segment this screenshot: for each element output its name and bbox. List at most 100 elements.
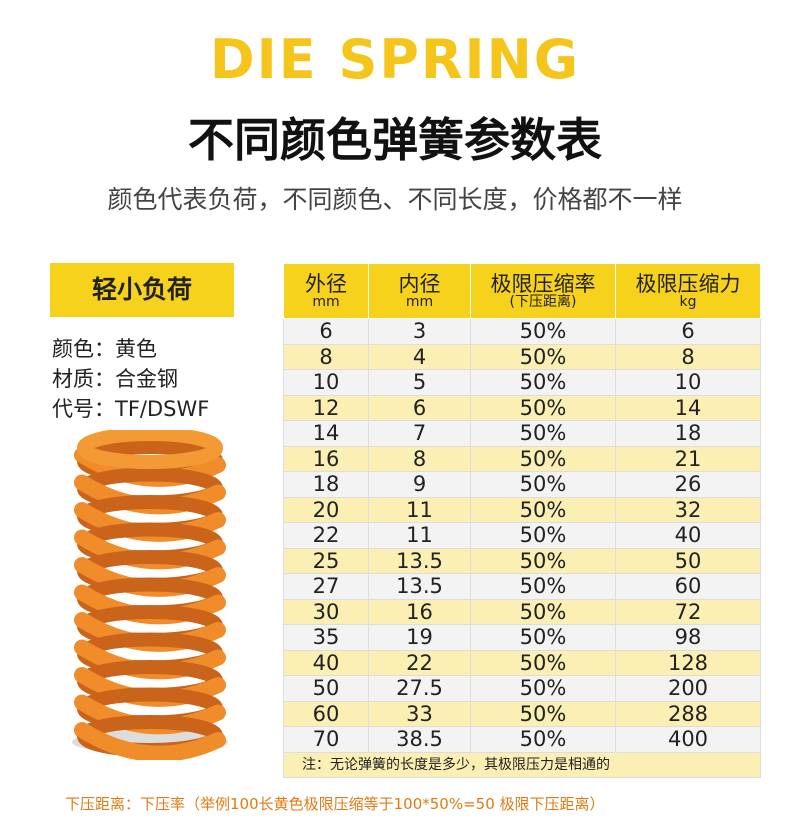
table-cell: 4 (368, 343, 471, 370)
table-cell: 3 (368, 318, 471, 345)
table-cell: 50% (470, 343, 616, 370)
table-cell: 18 (615, 420, 761, 447)
table-cell: 13.5 (368, 547, 471, 574)
table-row: 8 4 50% 8 (283, 343, 761, 370)
table-cell: 22 (283, 522, 369, 549)
table-cell: 35 (283, 624, 369, 651)
table-row: 70 38.5 50% 400 (283, 726, 761, 753)
table-cell: 50% (470, 573, 616, 600)
table-cell: 50 (283, 675, 369, 702)
spring-image (72, 430, 228, 760)
table-row: 12 6 50% 14 (283, 394, 761, 421)
info-line: 材质：合金钢 (52, 367, 178, 391)
table-cell: 5 (368, 369, 471, 396)
table-row: 14 7 50% 18 (283, 420, 761, 447)
table-row: 10 5 50% 10 (283, 369, 761, 396)
table-note: 注：无论弹簧的长度是多少，其极限压力是相通的 (283, 751, 761, 778)
table-cell: 50% (470, 598, 616, 625)
table-row: 35 19 50% 98 (283, 624, 761, 651)
table-cell: 98 (615, 624, 761, 651)
table-cell: 40 (283, 649, 369, 676)
table-cell: 50% (470, 547, 616, 574)
table-cell: 72 (615, 598, 761, 625)
table-cell: 27.5 (368, 675, 471, 702)
table-cell: 60 (283, 700, 369, 727)
table-cell: 60 (615, 573, 761, 600)
table-cell: 6 (283, 318, 369, 345)
table-cell: 18 (283, 471, 369, 498)
table-cell: 25 (283, 547, 369, 574)
table-cell: 26 (615, 471, 761, 498)
table-cell: 50% (470, 420, 616, 447)
table-cell: 50% (470, 394, 616, 421)
table-cell: 40 (615, 522, 761, 549)
table-row: 16 8 50% 21 (283, 445, 761, 472)
table-cell: 50% (470, 445, 616, 472)
table-row: 27 13.5 50% 60 (283, 573, 761, 600)
table-cell: 50% (470, 471, 616, 498)
load-badge: 轻小负荷 (50, 263, 234, 317)
table-cell: 50% (470, 522, 616, 549)
table-row: 50 27.5 50% 200 (283, 675, 761, 702)
header-unit: (下压距离) (509, 293, 577, 310)
table-row: 25 13.5 50% 50 (283, 547, 761, 574)
table-cell: 38.5 (368, 726, 471, 753)
subtitle: 不同颜色弹簧参数表 (188, 113, 602, 167)
header-unit: kg (679, 293, 697, 310)
spec-table: 外径 mm 内径 mm 极限压缩率 (下压距离) 极限压缩力 kg 6 3 50% 6 8 4 50% 8 1… (283, 263, 761, 778)
table-cell: 50% (470, 496, 616, 523)
header-unit: mm (312, 293, 340, 310)
spring-top (77, 430, 223, 469)
table-cell: 16 (368, 598, 471, 625)
table-row: 40 22 50% 128 (283, 649, 761, 676)
table-cell: 22 (368, 649, 471, 676)
table-cell: 9 (368, 471, 471, 498)
table-row: 18 9 50% 26 (283, 471, 761, 498)
header-unit: mm (405, 293, 434, 310)
table-cell: 50% (470, 675, 616, 702)
table-cell: 50% (470, 369, 616, 396)
info-line: 颜色：黄色 (52, 337, 157, 361)
table-row: 22 11 50% 40 (283, 522, 761, 549)
table-cell: 30 (283, 598, 369, 625)
note-row: 注：无论弹簧的长度是多少，其极限压力是相通的 (283, 751, 761, 778)
table-cell: 11 (368, 496, 471, 523)
table-cell: 19 (368, 624, 471, 651)
table-cell: 128 (615, 649, 761, 676)
table-cell: 50% (470, 318, 616, 345)
table-cell: 13.5 (368, 573, 471, 600)
footer-note: 下压距离：下压率（举例100长黄色极限压缩等于100*50%=50 极限下压距离… (65, 795, 605, 813)
column-header: 极限压缩力 kg (615, 263, 761, 319)
table-cell: 33 (368, 700, 471, 727)
table-row: 30 16 50% 72 (283, 598, 761, 625)
header-main: 极限压缩力 (635, 271, 741, 296)
info-line: 代号：TF/DSWF (52, 397, 210, 421)
header-main: 外径 (305, 271, 347, 296)
table-cell: 50% (470, 700, 616, 727)
table-cell: 7 (368, 420, 471, 447)
table-header: 外径 mm 内径 mm 极限压缩率 (下压距离) 极限压缩力 kg (283, 263, 761, 319)
header-main: 极限压缩率 (490, 271, 596, 296)
table-cell: 11 (368, 522, 471, 549)
table-cell: 288 (615, 700, 761, 727)
table-cell: 32 (615, 496, 761, 523)
table-row: 60 33 50% 288 (283, 700, 761, 727)
header-main: 内径 (398, 271, 441, 296)
table-row: 20 11 50% 32 (283, 496, 761, 523)
description: 颜色代表负荷，不同颜色、不同长度，价格都不一样 (107, 185, 683, 214)
spring-coil (74, 722, 226, 760)
table-cell: 16 (283, 445, 369, 472)
table-body: 6 3 50% 6 8 4 50% 8 10 5 50% 10 12 6 50% 14 14 7 50% 18 16 8 5… (283, 318, 761, 778)
column-header: 内径 mm (368, 263, 471, 319)
table-row: 6 3 50% 6 (283, 318, 761, 345)
table-cell: 8 (615, 343, 761, 370)
table-cell: 10 (615, 369, 761, 396)
table-cell: 400 (615, 726, 761, 753)
table-cell: 8 (283, 343, 369, 370)
table-cell: 70 (283, 726, 369, 753)
table-cell: 20 (283, 496, 369, 523)
table-cell: 50 (615, 547, 761, 574)
table-cell: 21 (615, 445, 761, 472)
table-cell: 14 (615, 394, 761, 421)
